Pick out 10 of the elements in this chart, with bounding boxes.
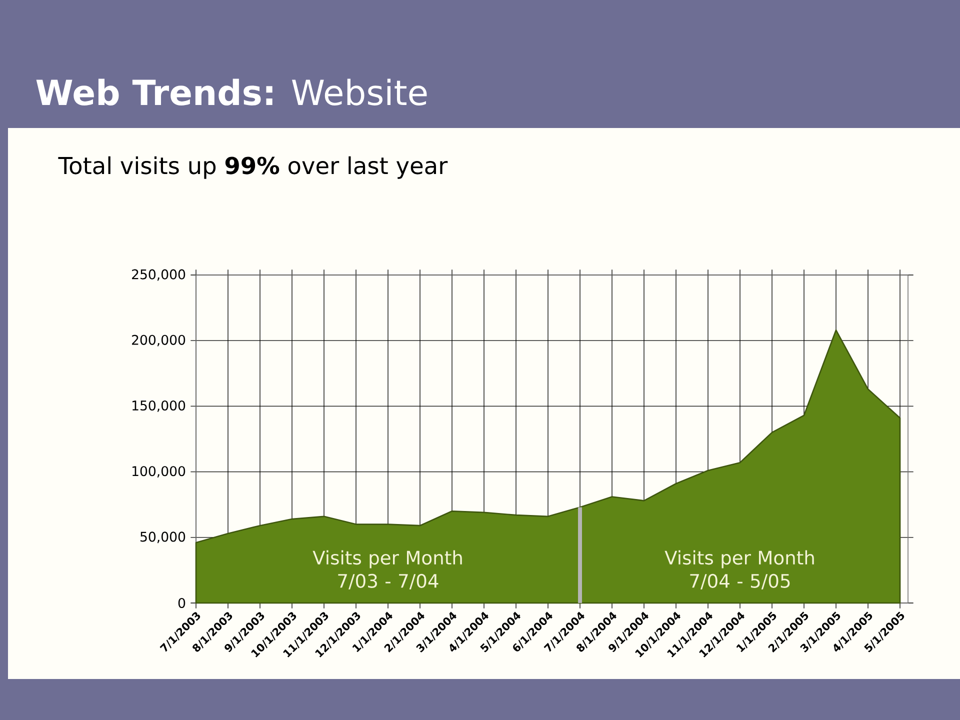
annotation: Visits per Month 7/04 - 5/05 <box>664 550 814 590</box>
y-tick-label: 50,000 <box>140 532 186 544</box>
chart-title: Web Trends: Website <box>36 78 427 106</box>
chart-subtitle: Total visits up 99% over last year <box>58 156 448 179</box>
y-tick-label: 250,000 <box>132 269 186 281</box>
y-tick-label: 100,000 <box>132 466 186 478</box>
y-tick-label: 150,000 <box>132 400 186 412</box>
y-tick-label: 0 <box>178 598 186 608</box>
y-tick-label: 200,000 <box>132 334 186 346</box>
annotation: Visits per Month 7/03 - 7/04 <box>312 550 462 590</box>
